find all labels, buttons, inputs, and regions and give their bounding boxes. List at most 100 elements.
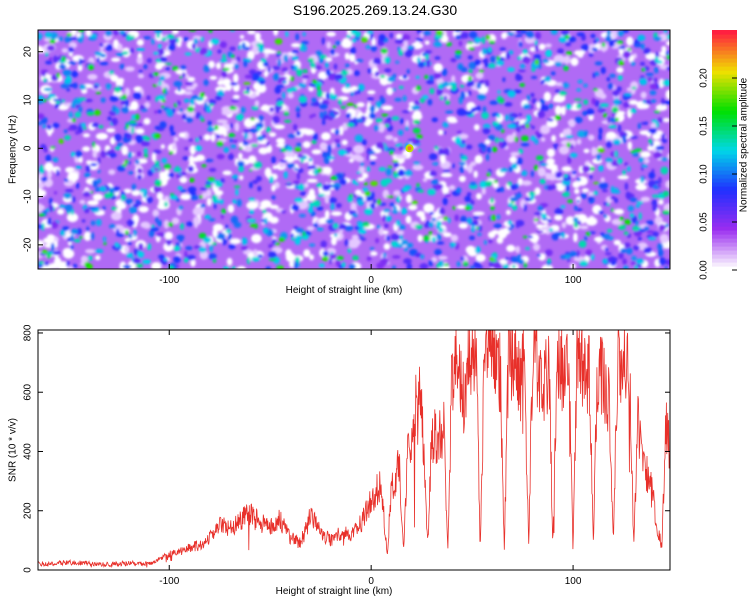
heatmap-cell — [338, 98, 343, 105]
heatmap-cell — [414, 252, 423, 258]
colorbar-segment — [712, 114, 737, 119]
heatmap-cell — [61, 56, 66, 62]
heatmap-cell — [46, 217, 52, 226]
heatmap-cell — [607, 256, 613, 263]
heatmap-cell — [96, 56, 100, 63]
heatmap-cell — [573, 232, 578, 243]
heatmap-cell — [253, 161, 262, 170]
heatmap-cell — [293, 180, 300, 185]
heatmap-cell — [428, 153, 438, 161]
heatmap-cell — [460, 67, 468, 73]
heatmap-cell — [338, 125, 344, 136]
heatmap-cell — [525, 247, 530, 250]
heatmap-cell — [384, 68, 392, 73]
heatmap-cell — [540, 79, 545, 85]
heatmap-cell — [330, 92, 334, 98]
heatmap-cell — [561, 30, 570, 36]
heatmap-cell — [133, 248, 138, 256]
heatmap-cell — [246, 201, 259, 210]
heatmap-cell — [193, 38, 198, 45]
heatmap-cell — [324, 194, 330, 204]
heatmap-cell — [398, 49, 404, 56]
heatmap-cell — [436, 262, 441, 269]
heatmap-cell — [100, 150, 106, 158]
heatmap-cell — [327, 116, 334, 121]
heatmap-cell — [86, 160, 93, 165]
heatmap-x-axis-label: Height of straight line (km) — [286, 285, 403, 296]
heatmap-cell — [74, 111, 82, 118]
heatmap-cell — [260, 105, 270, 112]
heatmap-cell — [647, 129, 657, 133]
heatmap-cell — [571, 170, 577, 175]
heatmap-cell — [372, 199, 378, 204]
heatmap-cell — [460, 215, 467, 223]
heatmap-cell — [185, 86, 196, 91]
heatmap-cell — [632, 152, 640, 157]
heatmap-cell — [593, 181, 600, 185]
heatmap-cell — [438, 129, 444, 136]
heatmap-cell — [545, 49, 552, 58]
heatmap-cell — [402, 74, 408, 80]
heatmap-cell — [296, 154, 305, 158]
heatmap-cell — [504, 257, 509, 261]
heatmap-cell — [396, 195, 401, 204]
heatmap-cell — [307, 206, 314, 214]
heatmap-cell — [69, 36, 78, 40]
heatmap-cell — [296, 68, 303, 77]
heatmap-cell — [283, 171, 288, 179]
heatmap-cell — [469, 265, 475, 269]
heatmap-cell — [428, 259, 434, 267]
heatmap-cell — [506, 244, 516, 252]
heatmap-cell — [223, 146, 230, 153]
heatmap-cell — [144, 101, 151, 109]
heatmap-cell — [433, 63, 443, 73]
heatmap-cell — [212, 258, 217, 263]
heatmap-cell — [252, 179, 258, 184]
heatmap-cell — [468, 47, 475, 51]
heatmap-cell — [577, 51, 584, 58]
heatmap-cell — [624, 242, 631, 248]
heatmap-cell — [652, 204, 658, 212]
heatmap-cell — [204, 214, 211, 219]
heatmap-cell — [630, 61, 636, 66]
heatmap-cell — [491, 146, 498, 153]
heatmap-cell — [411, 200, 418, 206]
heatmap-cell — [666, 66, 670, 71]
heatmap-cell — [102, 206, 106, 211]
heatmap-cell — [525, 30, 534, 39]
heatmap-cell — [58, 64, 67, 70]
colorbar-segment — [712, 142, 737, 147]
heatmap-cell — [136, 47, 145, 52]
heatmap-cell — [241, 245, 248, 251]
heatmap-cell — [622, 30, 629, 34]
heatmap-cell — [444, 193, 451, 197]
heatmap-cell — [301, 40, 309, 45]
heatmap-cell — [66, 33, 72, 37]
heatmap-cell — [247, 50, 255, 60]
heatmap-cell — [639, 228, 646, 233]
heatmap-cell — [291, 55, 299, 61]
heatmap-cell — [424, 54, 429, 61]
heatmap-cell — [403, 258, 412, 265]
heatmap-cell — [159, 121, 167, 129]
heatmap-cell — [369, 202, 376, 209]
heatmap-cell — [629, 108, 637, 114]
heatmap-cell — [372, 57, 382, 65]
heatmap-cell — [365, 196, 373, 202]
heatmap-cell — [477, 265, 484, 269]
heatmap-cell — [64, 135, 71, 141]
heatmap-cell — [601, 234, 611, 240]
heatmap-cell — [227, 204, 235, 213]
heatmap-cell — [454, 136, 462, 145]
heatmap-cell — [296, 113, 301, 118]
heatmap-cell — [401, 110, 411, 114]
heatmap-cell — [95, 186, 101, 193]
heatmap-cell — [277, 58, 282, 67]
heatmap-cell — [216, 140, 224, 147]
heatmap-cell — [456, 130, 463, 135]
heatmap-cell — [648, 138, 652, 145]
heatmap-cell — [176, 100, 181, 106]
heatmap-cell — [514, 136, 518, 143]
heatmap-cell — [630, 261, 636, 266]
heatmap-cell — [182, 113, 187, 120]
